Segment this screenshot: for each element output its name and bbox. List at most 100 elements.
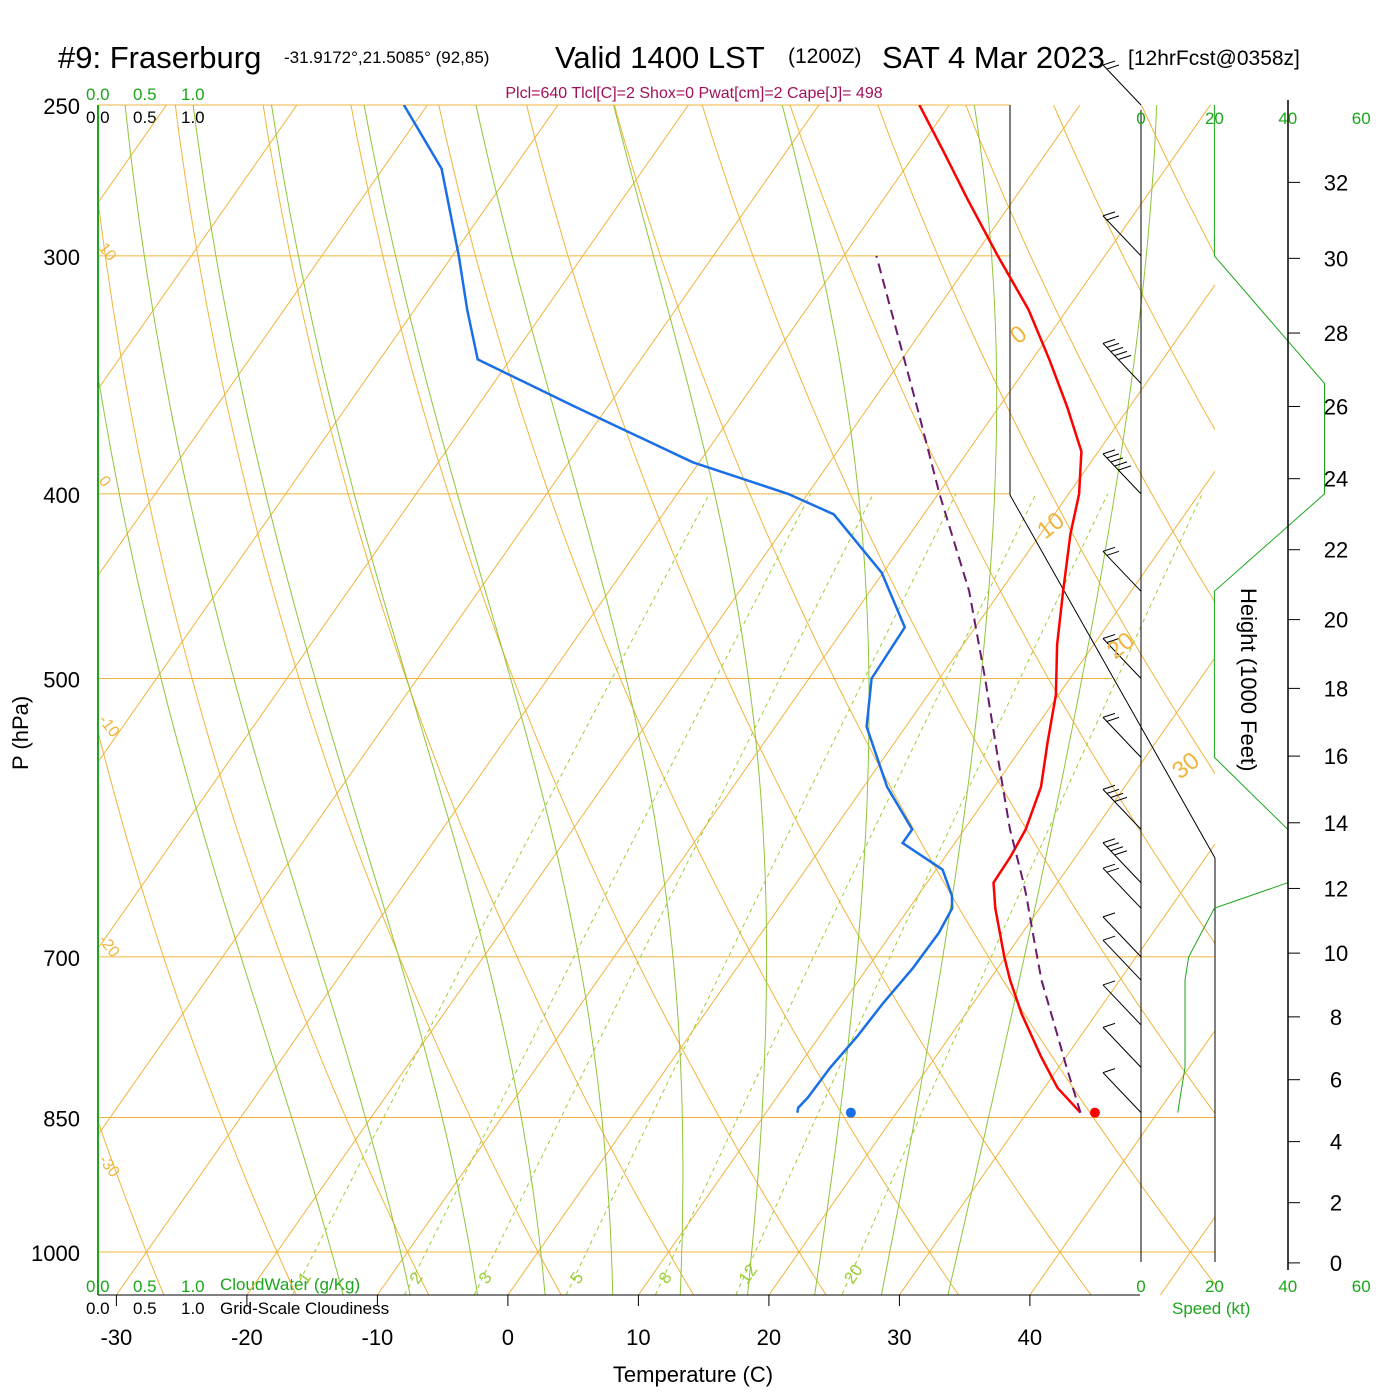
mixing-ratio-line-1 <box>291 493 710 1295</box>
speed-tick-top-40: 40 <box>1278 109 1297 128</box>
moist-adiabat <box>270 105 546 1295</box>
mixing-ratio-label: 5 <box>566 1269 587 1288</box>
height-tick-22: 22 <box>1324 538 1348 563</box>
wind-barb-staff <box>1102 1027 1142 1068</box>
dry-adiabat-lines <box>98 71 1400 1331</box>
moist-adiabat <box>124 105 411 1295</box>
isotherm--40 <box>98 105 820 1136</box>
mixing-ratio-line-20 <box>841 493 1203 1295</box>
dry-adiabat <box>613 105 1215 1285</box>
isobar-lines <box>98 104 1215 1253</box>
sounding-profiles <box>402 105 1083 1114</box>
wind-barb-staff <box>1102 453 1142 495</box>
wind-barb-staff <box>1102 867 1142 909</box>
wind-barb-staff <box>1102 939 1142 981</box>
wind-barb-flag <box>1106 215 1120 221</box>
mixing-ratio-label: 8 <box>655 1269 676 1288</box>
wind-barb-flag <box>1118 354 1132 360</box>
wind-barb-flag <box>1102 1022 1116 1028</box>
wind-barb-flag <box>1110 457 1124 463</box>
isotherm-label: 0 <box>1005 320 1032 350</box>
temperature-tick-40: 40 <box>1018 1325 1042 1350</box>
speed-tick-top-20: 20 <box>1205 109 1224 128</box>
top-green-tick-2: 1.0 <box>181 85 205 104</box>
wind-barb-flag <box>1102 1068 1116 1074</box>
height-tick-10: 10 <box>1324 941 1348 966</box>
temperature-profile <box>918 105 1083 1114</box>
isotherm--30 <box>115 105 951 1295</box>
isotherm-0 <box>507 283 1215 1295</box>
surface-dewpoint-point <box>845 1107 856 1118</box>
wind-barb-flag <box>1106 788 1120 794</box>
height-tick-12: 12 <box>1324 876 1348 901</box>
dry-adiabat <box>174 105 562 1295</box>
bottom-scale: 0.0 0.5 1.0 CloudWater (g/Kg) 0.0 0.5 1.… <box>86 1275 389 1318</box>
wind-barb-flag <box>1106 64 1120 70</box>
wind-barb-flag <box>1106 453 1120 459</box>
mixing-ratio-line-2 <box>404 493 812 1295</box>
wind-barb-flag <box>1102 838 1116 844</box>
isotherm-label: -30 <box>95 1152 123 1181</box>
wind-barb-flag <box>1102 449 1116 455</box>
top-black-tick-1: 0.5 <box>133 108 157 127</box>
wind-barb-staff <box>1102 1072 1142 1113</box>
isotherm-20 <box>768 656 1215 1295</box>
height-tick-30: 30 <box>1324 246 1348 271</box>
station-title: #9: Fraserburg <box>58 40 261 75</box>
dewpoint-profile <box>402 105 954 1113</box>
speed-tick-bottom-60: 60 <box>1352 1277 1371 1296</box>
height-axis-label: Height (1000 Feet) <box>1236 588 1261 771</box>
pressure-tick-850: 850 <box>43 1107 80 1132</box>
wind-barb-staff <box>1102 343 1142 384</box>
forecast-title: [12hrFcst@0358z] <box>1128 47 1300 70</box>
indices-line: Plcl=640 Tlcl[C]=2 Shox=0 Pwat[cm]=2 Cap… <box>505 85 882 102</box>
bottom-green-tick-1: 0.5 <box>133 1277 157 1296</box>
wind-barb-flag <box>1102 211 1116 217</box>
top-scale-green: 0.0 0.5 1.0 <box>86 85 205 104</box>
isotherm--10 <box>376 105 1212 1295</box>
dry-adiabat <box>965 105 1215 604</box>
cloudiness-label: Grid-Scale Cloudiness <box>220 1299 389 1318</box>
temperature-axis-label: Temperature (C) <box>613 1362 773 1387</box>
mixing-ratio-label: 12 <box>735 1261 761 1287</box>
height-tick-4: 4 <box>1330 1130 1342 1155</box>
height-tick-20: 20 <box>1324 608 1348 633</box>
dry-adiabat <box>438 105 960 1295</box>
wind-barb-flag <box>1102 546 1116 552</box>
temperature-tick-20: 20 <box>757 1325 781 1350</box>
wind-barb-flag <box>1110 346 1124 352</box>
dry-adiabat <box>1140 105 1215 257</box>
pressure-tick-500: 500 <box>43 668 80 693</box>
temperature-tick--30: -30 <box>101 1325 133 1350</box>
dry-adiabat <box>1386 71 1400 1331</box>
dry-adiabat <box>98 1119 165 1295</box>
speed-axis-label: Speed (kt) <box>1172 1299 1250 1318</box>
isotherm--70 <box>98 105 429 577</box>
wind-barb-flag <box>1114 796 1128 802</box>
isotherm-label: 20 <box>1102 627 1140 665</box>
dry-adiabat <box>701 105 1215 1115</box>
temperature-tick--10: -10 <box>362 1325 394 1350</box>
wind-barb-flag <box>1106 867 1120 873</box>
isotherm--60 <box>98 105 559 763</box>
wind-barb-flag <box>1114 461 1128 467</box>
height-tick-26: 26 <box>1324 394 1348 419</box>
pressure-tick-300: 300 <box>43 245 80 270</box>
temperature-ticks: -30 -20 -10 0 10 20 30 40 <box>101 1295 1042 1350</box>
plot-right-diagonal <box>1009 494 1216 859</box>
height-tick-14: 14 <box>1324 811 1348 836</box>
dry-adiabat <box>526 105 1092 1295</box>
valid-title: Valid 1400 LST <box>555 40 765 75</box>
wind-barbs <box>1102 60 1142 1113</box>
isotherm-40 <box>1029 1029 1215 1295</box>
isotherm--20 <box>246 105 1081 1295</box>
speed-tick-top-0: 0 <box>1136 109 1145 128</box>
wind-barb-flag <box>1102 60 1116 66</box>
top-green-tick-0: 0.0 <box>86 85 110 104</box>
wind-barb-flag <box>1102 912 1116 918</box>
wind-barb-flag <box>1106 716 1120 722</box>
speed-ticks-top: 0 20 40 60 <box>1136 109 1370 128</box>
height-tick-18: 18 <box>1324 676 1348 701</box>
date-title: SAT 4 Mar 2023 <box>882 40 1105 75</box>
